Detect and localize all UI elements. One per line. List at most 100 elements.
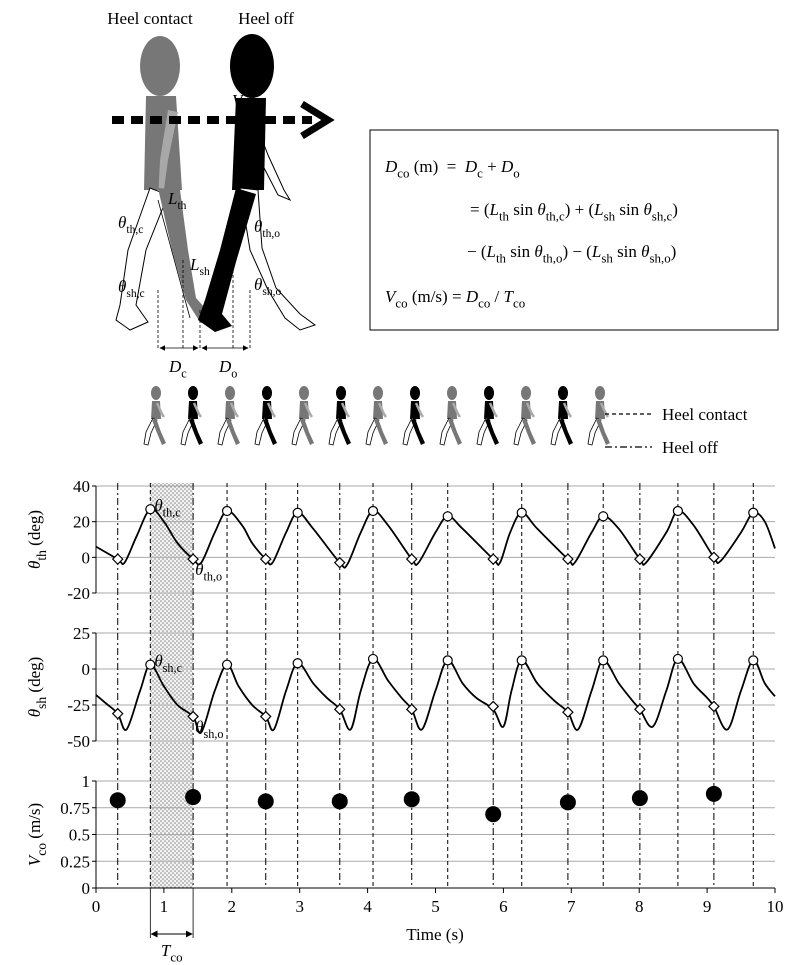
velocity-arrow <box>112 101 335 139</box>
subscript: co <box>395 296 407 311</box>
figure-contact <box>115 36 214 331</box>
y-tick-label: 0 <box>82 548 91 567</box>
velocity-point <box>559 794 576 811</box>
y-axis-label: θth (deg) <box>25 510 49 569</box>
y-tick-label: 25 <box>73 624 90 643</box>
y-tick-label: 0.75 <box>60 799 90 818</box>
off-marker <box>333 556 346 569</box>
x-tick-label: 6 <box>499 897 508 916</box>
contact-marker <box>442 511 453 522</box>
subscript: th,c <box>163 506 182 520</box>
y-axis-label: θsh (deg) <box>25 657 49 718</box>
equation-line: = (Lth sin θth,c) + (Lsh sin θsh,c) <box>470 200 678 224</box>
contact-marker <box>748 507 759 518</box>
subscript: sh,o <box>650 251 671 266</box>
label-thigh-length: Lth <box>167 189 187 212</box>
off-marker <box>187 710 199 723</box>
segment-guides <box>157 199 251 351</box>
variable: θ <box>534 242 542 261</box>
variable: D <box>464 157 478 176</box>
velocity-point <box>485 806 502 823</box>
velocity-point <box>257 793 274 810</box>
text-part: ) <box>672 200 678 219</box>
subscript: sh,o <box>262 285 281 298</box>
contact-annotation: θsh,c <box>154 652 182 675</box>
contact-marker <box>367 505 379 517</box>
y-tick-label: -25 <box>67 696 90 715</box>
subscript: co <box>513 296 525 311</box>
x-tick-label: 4 <box>363 897 372 916</box>
variable: θ <box>254 217 262 236</box>
text-part: sin <box>613 242 641 261</box>
contact-annotation: θth,c <box>154 496 181 519</box>
subscript: sh <box>34 697 49 709</box>
contact-marker <box>221 659 233 670</box>
y-tick-label: 0.5 <box>69 826 90 845</box>
variable: θ <box>195 560 203 579</box>
curve <box>95 658 776 735</box>
subscript: sh,c <box>126 287 144 300</box>
figure-off <box>198 34 317 332</box>
x-axis-label: Time (s) <box>406 925 463 944</box>
off-annotation: θth,o <box>195 560 222 583</box>
off-marker <box>562 706 574 719</box>
variable: T <box>504 287 515 306</box>
subscript: sh <box>604 209 616 224</box>
variable: θ <box>195 718 203 737</box>
y-tick-label: 0.25 <box>60 852 90 871</box>
text-part: / <box>490 287 503 306</box>
off-marker <box>487 553 500 565</box>
subscript: th <box>34 550 49 561</box>
off-marker <box>259 710 272 723</box>
variable: θ <box>643 200 651 219</box>
off-annotation: θsh,o <box>195 718 223 741</box>
text-part: (m) = <box>409 157 464 176</box>
text-part: ) + ( <box>565 200 595 219</box>
variable: D <box>168 357 182 376</box>
variable: θ <box>118 277 126 296</box>
variable: D <box>218 357 232 376</box>
contact-marker <box>516 655 527 666</box>
text-part: sin <box>509 200 537 219</box>
label-heel-off: Heel off <box>238 9 294 28</box>
equation-line: Vco (m/s) = Dco / Tco <box>385 287 525 311</box>
text-part: = ( <box>470 200 490 219</box>
velocity-point <box>631 790 648 807</box>
equation-box <box>369 129 779 331</box>
subscript: sh,o <box>203 727 223 741</box>
subscript: co <box>478 296 490 311</box>
variable: D <box>465 287 479 306</box>
subscript: th,o <box>203 570 222 584</box>
subscript: th,o <box>543 251 563 266</box>
y-axis-label: Vco (m/s) <box>25 803 49 866</box>
subscript: co <box>170 950 182 965</box>
variable: θ <box>118 213 126 232</box>
contact-marker <box>748 655 759 666</box>
subscript: th <box>499 209 510 224</box>
off-marker <box>634 553 646 565</box>
subscript: o <box>231 366 237 380</box>
label-shank-off: θsh,o <box>254 275 282 298</box>
subscript: sh,c <box>163 661 183 675</box>
subscript: c <box>181 366 187 380</box>
variable: L <box>486 242 496 261</box>
off-marker <box>708 551 720 564</box>
off-marker <box>405 703 418 716</box>
subscript: co <box>397 166 409 181</box>
legend-label: Heel off <box>662 438 718 457</box>
text-part: (m/s) <box>25 803 44 843</box>
variable: L <box>167 189 177 208</box>
label-heel-contact: Heel contact <box>107 9 193 28</box>
velocity-point <box>109 792 126 809</box>
contact-marker <box>516 507 527 518</box>
variable: θ <box>25 709 44 717</box>
x-tick-label: 7 <box>567 897 576 916</box>
text-part: − ( <box>467 242 487 261</box>
x-tick-label: 3 <box>295 897 304 916</box>
velocity-point <box>331 793 348 810</box>
x-tick-label: 8 <box>635 897 644 916</box>
y-tick-label: -20 <box>67 584 90 603</box>
variable: D <box>384 157 398 176</box>
x-tick-label: 1 <box>160 897 169 916</box>
variable: θ <box>25 561 44 569</box>
